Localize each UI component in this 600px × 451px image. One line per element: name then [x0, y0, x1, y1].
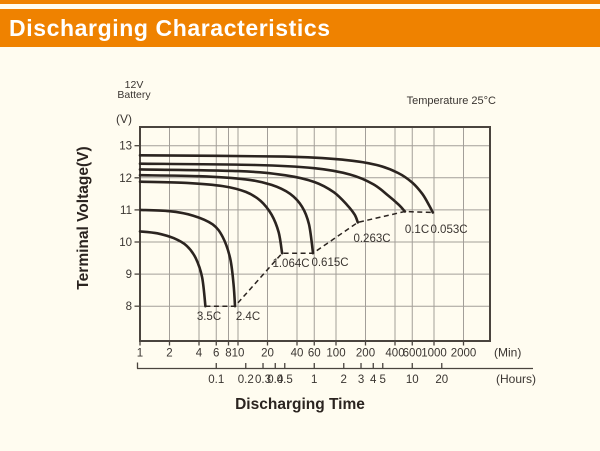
battery-voltage-label: 12V	[125, 79, 144, 91]
y-tick-label: 11	[120, 205, 132, 217]
minute-tick-label: 200	[356, 348, 375, 360]
temperature-note: Temperature 25°C	[407, 95, 496, 107]
minute-tick-label: 4	[196, 348, 203, 360]
curve-rate-label-3.5C: 3.5C	[197, 311, 221, 323]
hours-tick-label: 5	[380, 374, 386, 386]
y-tick-label: 9	[126, 269, 132, 281]
hours-tick-label: 10	[406, 374, 419, 386]
minute-tick-label: 60	[308, 348, 321, 360]
y-tick-label: 8	[126, 301, 132, 313]
minute-tick-label: 40	[291, 348, 304, 360]
page-title: Discharging Characteristics	[9, 15, 331, 41]
plot-border	[139, 126, 491, 342]
hours-unit-label: (Hours)	[496, 372, 536, 386]
discharge-curve-0.263C	[138, 168, 360, 224]
discharge-curve-1.064C	[138, 180, 284, 255]
hours-tick-label: 3	[358, 374, 364, 386]
y-axis-title: Terminal Voltage(V)	[75, 146, 92, 289]
hours-tick-label: 0.1	[208, 374, 224, 386]
y-tick-label: 10	[119, 237, 132, 249]
discharge-curve-0.615C	[138, 173, 315, 255]
hours-tick-label: 4	[370, 374, 377, 386]
hours-tick-label: 20	[435, 374, 448, 386]
discharge-curve-0.053C	[138, 154, 435, 214]
curve-labels-layer: 3.5C 2.4C 1.064C 0.615C 0.263C 0.1C 0.053C	[197, 224, 468, 323]
x-axis-title: Discharging Time	[235, 396, 365, 413]
battery-label: Battery	[117, 89, 151, 101]
minute-tick-label: 8	[225, 348, 231, 360]
curve-rate-label-2.4C: 2.4C	[236, 311, 260, 323]
minute-tick-label: 2000	[451, 348, 477, 360]
hours-tick-label: 2	[341, 374, 347, 386]
discharge-curve-0.1C	[138, 162, 407, 213]
curve-rate-label-0.615C: 0.615C	[311, 257, 348, 269]
hours-tick-label: 0.4	[267, 374, 284, 386]
minute-tick-label: 20	[261, 348, 274, 360]
hours-tick-label: 0.2	[238, 374, 254, 386]
minute-tick-label: 2	[166, 348, 172, 360]
minute-tick-label: 10	[232, 348, 245, 360]
curves-layer	[138, 154, 435, 308]
hours-tick-label: 1	[311, 374, 317, 386]
title-banner: Discharging Characteristics	[0, 9, 600, 47]
minute-tick-label: 400	[385, 348, 404, 360]
minute-tick-label: 100	[326, 348, 345, 360]
discharge-curve-3.5C	[138, 230, 207, 308]
minute-tick-label: 6	[213, 348, 219, 360]
curve-rate-label-1.064C: 1.064C	[272, 258, 309, 270]
minute-tick-label: 1	[137, 348, 143, 360]
hours-tick-label: 0.5	[277, 374, 293, 386]
curve-rate-label-0.053C: 0.053C	[430, 224, 467, 236]
curve-rate-label-0.1C: 0.1C	[405, 224, 429, 236]
minute-tick-label: 600	[403, 348, 422, 360]
y-tick-label: 13	[119, 141, 132, 153]
top-accent-rule	[0, 0, 600, 4]
voltage-unit-label: (V)	[116, 112, 132, 126]
discharge-curve-2.4C	[138, 208, 237, 308]
hours-tick-label: 0.3	[255, 374, 271, 386]
cutoff-voltage-dashed-line	[205, 210, 433, 307]
minutes-unit-label: (Min)	[494, 346, 521, 360]
y-tick-label: 12	[119, 173, 132, 185]
curve-rate-label-0.263C: 0.263C	[353, 233, 390, 245]
minute-tick-label: 1000	[421, 348, 447, 360]
